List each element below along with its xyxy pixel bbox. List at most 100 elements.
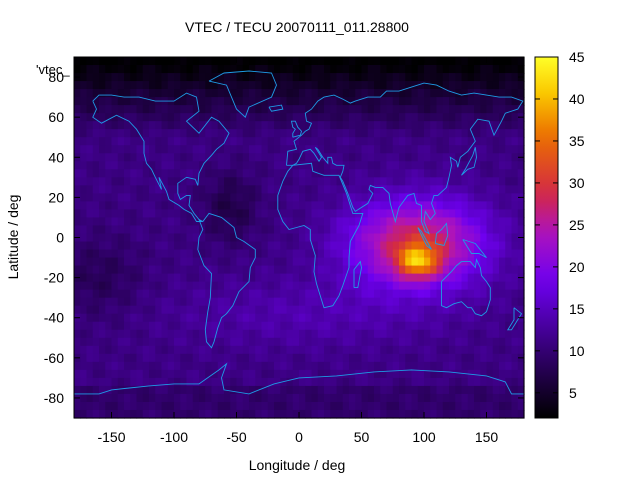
- heat-cell: [261, 289, 269, 299]
- heat-cell: [117, 273, 125, 283]
- heat-cell: [467, 65, 475, 74]
- heat-cell: [305, 185, 313, 194]
- heat-cell: [305, 137, 313, 146]
- heat-cell: [311, 281, 319, 291]
- heat-cell: [286, 193, 294, 202]
- heat-cell: [255, 137, 263, 146]
- heat-cell: [467, 321, 475, 331]
- heat-cell: [267, 385, 275, 395]
- heat-cell: [124, 273, 131, 283]
- heat-cell: [149, 57, 156, 66]
- heat-cell: [424, 265, 431, 275]
- heat-cell: [292, 305, 300, 315]
- heat-cell: [392, 145, 400, 154]
- heat-cell: [136, 265, 144, 275]
- heat-cell: [292, 337, 300, 347]
- heat-cell: [299, 193, 306, 202]
- heat-cell: [117, 241, 125, 251]
- heat-cell: [336, 121, 344, 130]
- heat-cell: [86, 129, 94, 138]
- heat-cell: [186, 105, 194, 114]
- heat-cell: [174, 209, 181, 219]
- heat-cell: [505, 321, 513, 331]
- heat-cell: [361, 81, 369, 90]
- heat-cell: [405, 161, 413, 170]
- heat-cell: [499, 337, 506, 347]
- heat-cell: [80, 169, 88, 178]
- heat-cell: [324, 185, 331, 194]
- heat-cell: [442, 305, 450, 315]
- heat-cell: [449, 129, 456, 138]
- heat-cell: [86, 369, 94, 379]
- heat-cell: [80, 137, 88, 146]
- heat-cell: [336, 193, 344, 202]
- heat-cell: [399, 305, 406, 315]
- heat-cell: [374, 401, 381, 411]
- heat-cell: [336, 393, 344, 403]
- heat-cell: [436, 145, 444, 154]
- heat-cell: [374, 377, 381, 387]
- heat-cell: [117, 345, 125, 355]
- heat-cell: [267, 81, 275, 90]
- heat-cell: [199, 209, 206, 219]
- heat-cell: [236, 129, 244, 138]
- heat-cell: [186, 265, 194, 275]
- heat-cell: [424, 273, 431, 283]
- heat-cell: [155, 305, 163, 315]
- heat-cell: [430, 233, 438, 243]
- heat-cell: [405, 329, 413, 339]
- heat-cell: [342, 81, 350, 90]
- heat-cell: [467, 409, 475, 419]
- heat-cell: [499, 281, 506, 291]
- heat-cell: [386, 137, 394, 146]
- heat-cell: [330, 89, 338, 98]
- heat-cell: [242, 257, 250, 267]
- heat-cell: [392, 89, 400, 98]
- heat-cell: [480, 265, 488, 275]
- heat-cell: [311, 89, 319, 98]
- heat-cell: [480, 169, 488, 178]
- heat-cell: [486, 113, 494, 122]
- heat-cell: [392, 369, 400, 379]
- y-tick-label: -20: [44, 270, 64, 286]
- heat-cell: [74, 361, 81, 371]
- heat-cell: [230, 353, 238, 363]
- heat-cell: [342, 145, 350, 154]
- heat-cell: [105, 305, 113, 315]
- heat-cell: [311, 401, 319, 411]
- heat-cell: [474, 121, 481, 130]
- coastline-africa: [277, 162, 364, 309]
- heat-cell: [342, 89, 350, 98]
- heat-cell: [249, 145, 256, 154]
- heat-cell: [117, 105, 125, 114]
- heat-cell: [180, 57, 188, 66]
- heat-cell: [511, 153, 519, 162]
- heat-cell: [367, 193, 375, 202]
- heat-cell: [124, 241, 131, 251]
- heat-cell: [105, 81, 113, 90]
- heat-cell: [411, 385, 419, 395]
- heat-cell: [249, 345, 256, 355]
- heat-cell: [199, 193, 206, 202]
- heat-cell: [105, 385, 113, 395]
- heat-cell: [267, 393, 275, 403]
- heat-cell: [180, 217, 188, 227]
- heat-cell: [417, 81, 425, 90]
- heat-cell: [455, 249, 463, 259]
- heat-cell: [436, 241, 444, 251]
- heat-cell: [386, 329, 394, 339]
- heat-cell: [224, 169, 231, 178]
- heat-cell: [180, 401, 188, 411]
- heat-cell: [455, 169, 463, 178]
- heat-cell: [411, 209, 419, 219]
- heat-cell: [136, 57, 144, 66]
- heat-cell: [267, 65, 275, 74]
- heat-cell: [511, 401, 519, 411]
- heat-cell: [511, 385, 519, 395]
- y-tick-label: 0: [56, 230, 64, 246]
- heat-cell: [361, 241, 369, 251]
- heat-cell: [155, 281, 163, 291]
- heat-cell: [499, 249, 506, 259]
- heat-cell: [124, 265, 131, 275]
- heat-cell: [405, 321, 413, 331]
